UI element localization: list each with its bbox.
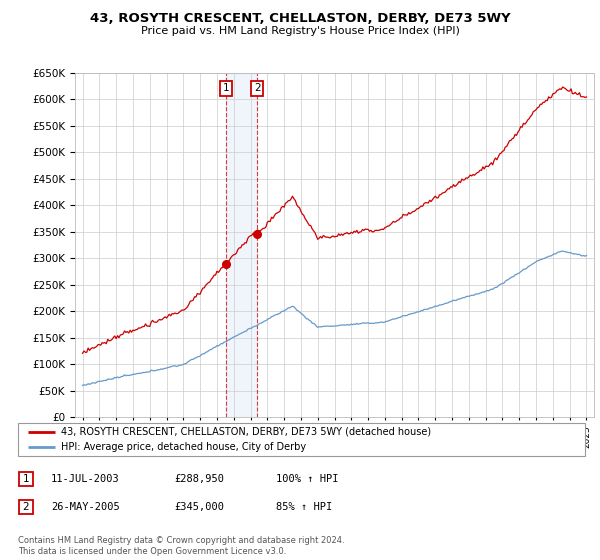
Text: 85% ↑ HPI: 85% ↑ HPI [276, 502, 332, 512]
Bar [226, 73, 257, 417]
Text: 2: 2 [254, 83, 260, 94]
Text: £345,000: £345,000 [174, 502, 224, 512]
Text: 100% ↑ HPI: 100% ↑ HPI [276, 474, 338, 484]
FancyBboxPatch shape [18, 423, 585, 456]
Text: 11-JUL-2003: 11-JUL-2003 [51, 474, 120, 484]
Text: 1: 1 [223, 83, 229, 94]
Text: HPI: Average price, detached house, City of Derby: HPI: Average price, detached house, City… [61, 442, 305, 452]
Text: £288,950: £288,950 [174, 474, 224, 484]
FancyBboxPatch shape [19, 472, 33, 486]
FancyBboxPatch shape [19, 500, 33, 514]
Text: Price paid vs. HM Land Registry's House Price Index (HPI): Price paid vs. HM Land Registry's House … [140, 26, 460, 36]
Text: 1: 1 [22, 474, 29, 484]
Text: 26-MAY-2005: 26-MAY-2005 [51, 502, 120, 512]
Text: Contains HM Land Registry data © Crown copyright and database right 2024.
This d: Contains HM Land Registry data © Crown c… [18, 536, 344, 556]
Text: 43, ROSYTH CRESCENT, CHELLASTON, DERBY, DE73 5WY (detached house): 43, ROSYTH CRESCENT, CHELLASTON, DERBY, … [61, 427, 431, 437]
Text: 43, ROSYTH CRESCENT, CHELLASTON, DERBY, DE73 5WY: 43, ROSYTH CRESCENT, CHELLASTON, DERBY, … [89, 12, 511, 25]
Text: 2: 2 [22, 502, 29, 512]
